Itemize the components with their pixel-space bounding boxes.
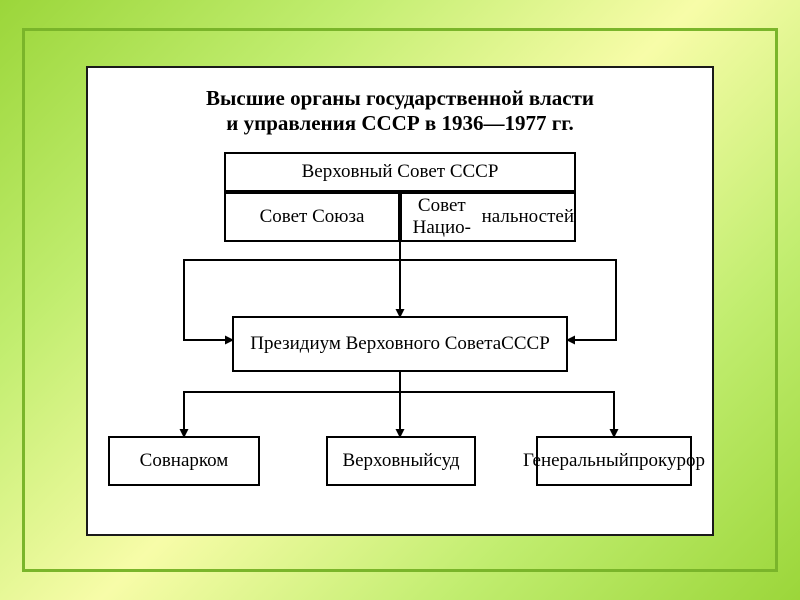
diagram-canvas: Высшие органы государственной властии уп… [0, 0, 800, 600]
connector-layer [0, 0, 800, 600]
